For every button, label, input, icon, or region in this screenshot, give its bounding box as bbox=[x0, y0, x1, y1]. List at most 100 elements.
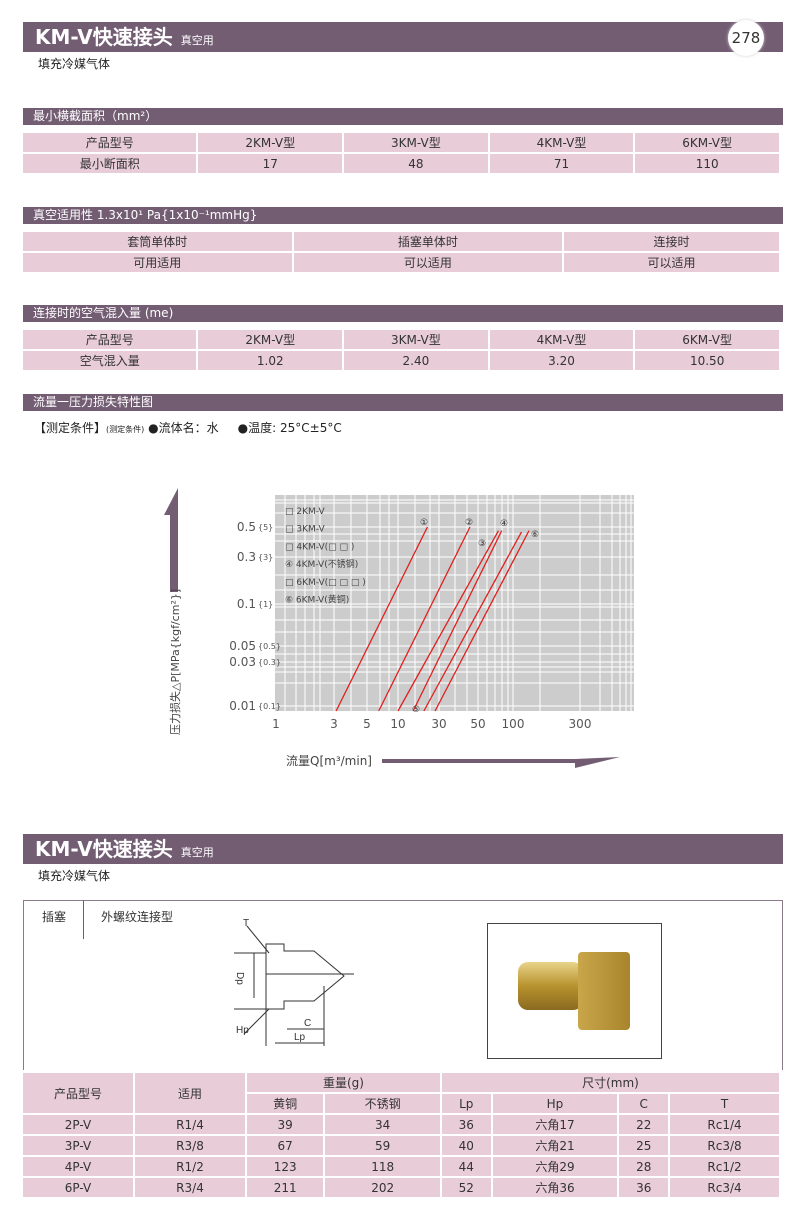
table-cell: 4KM-V型 bbox=[489, 133, 634, 152]
legend-item: □ 6KM-V(□ □ □ ) bbox=[285, 578, 366, 588]
table-cell: 202 bbox=[325, 1178, 440, 1197]
cond-label: 【测定条件】 bbox=[34, 421, 107, 435]
table-cell: 52 bbox=[441, 1178, 491, 1197]
table-cell: 67 bbox=[247, 1136, 324, 1155]
fluid: ●流体名：水 bbox=[148, 421, 219, 435]
x-axis-label: 流量Q[m³/min] bbox=[286, 754, 372, 768]
table-cell: 不锈钢 bbox=[325, 1094, 440, 1113]
table-cell: 59 bbox=[325, 1136, 440, 1155]
table-cell: 套筒单体时 bbox=[23, 232, 292, 251]
y-tick-alt-label: {3} bbox=[258, 553, 273, 562]
subtitle: 填充冷媒气体 bbox=[38, 57, 111, 71]
x-axis-arrow bbox=[382, 757, 620, 768]
section-title-area: 最小横截面积（mm²） bbox=[23, 108, 783, 125]
x-tick-label: 5 bbox=[363, 717, 371, 731]
y-tick-label: 0.03 bbox=[229, 655, 256, 669]
page-number: 278 bbox=[728, 20, 764, 56]
table-cell: C bbox=[619, 1094, 669, 1113]
table-cell: 25 bbox=[619, 1136, 669, 1155]
table-cell: 48 bbox=[344, 154, 488, 173]
x-tick-label: 30 bbox=[431, 717, 446, 731]
y-tick-alt-label: {5} bbox=[258, 523, 273, 532]
series-marker: ① bbox=[420, 518, 428, 528]
table-cell: 2P-V bbox=[23, 1115, 133, 1134]
product-box: 插塞 外螺纹连接型 T Dp Hp C Lp bbox=[23, 900, 783, 1070]
table-cell: 空气混入量 bbox=[23, 351, 197, 370]
table-cell: 重量(g) bbox=[247, 1073, 440, 1092]
table-cell: 可以适用 bbox=[293, 253, 563, 272]
table-cell: 1.02 bbox=[198, 351, 343, 370]
table-cell: 六角36 bbox=[492, 1178, 618, 1197]
series-line bbox=[335, 526, 429, 712]
y-tick-alt-label: {0.5} bbox=[258, 642, 281, 651]
connection-type: 外螺纹连接型 bbox=[101, 910, 174, 924]
table-cell: 6KM-V型 bbox=[635, 133, 779, 152]
table-cell: 尺寸(mm) bbox=[441, 1073, 779, 1092]
table-cell: 适用 bbox=[135, 1073, 245, 1113]
table-row: 6P-V R3/4 211 202 52 六角36 36 Rc3/4 bbox=[23, 1178, 779, 1197]
spec-table: 产品型号 适用 重量(g) 尺寸(mm) 黄铜 不锈钢 Lp Hp C T 2P-V R1/4 39 34… bbox=[21, 1071, 781, 1199]
y-tick-alt-label: {0.1} bbox=[258, 702, 281, 711]
dim-Dp: Dp bbox=[234, 972, 245, 985]
series-line bbox=[378, 526, 471, 712]
page-header: KM-V快速接头 真空用 bbox=[23, 22, 783, 52]
table-row: 2P-V R1/4 39 34 36 六角17 22 Rc1/4 bbox=[23, 1115, 779, 1134]
table-cell: R3/4 bbox=[135, 1178, 245, 1197]
table-cell: 黄铜 bbox=[247, 1094, 324, 1113]
y-axis-arrow bbox=[164, 488, 178, 592]
table-cell: R1/2 bbox=[135, 1157, 245, 1176]
x-tick-label: 300 bbox=[569, 717, 592, 731]
table-cell: 插塞单体时 bbox=[293, 232, 563, 251]
series-marker: ③ bbox=[478, 539, 486, 549]
y-tick-alt-label: {1} bbox=[258, 600, 273, 609]
table-cell: 最小断面积 bbox=[23, 154, 197, 173]
table-cell: 39 bbox=[247, 1115, 324, 1134]
table-cell: Rc1/2 bbox=[670, 1157, 779, 1176]
table-cell: 六角17 bbox=[492, 1115, 618, 1134]
series-line bbox=[397, 530, 500, 712]
table-cell: 110 bbox=[635, 154, 779, 173]
page-header-2: KM-V快速接头 真空用 bbox=[23, 834, 783, 864]
table-cell: 可用适用 bbox=[23, 253, 292, 272]
measurement-conditions: 【测定条件】(测定条件) ●流体名：水 ●温度: 25°C±5°C bbox=[34, 419, 342, 436]
series-marker: ② bbox=[465, 518, 473, 528]
x-tick-label: 50 bbox=[470, 717, 485, 731]
table-cell: 可以适用 bbox=[564, 253, 779, 272]
table-cell: 2KM-V型 bbox=[198, 133, 343, 152]
table-cell: 36 bbox=[619, 1178, 669, 1197]
y-tick-alt-label: {0.3} bbox=[258, 658, 281, 667]
table-cell: 3KM-V型 bbox=[344, 133, 488, 152]
section-title-air: 连接时的空气混入量 (me) bbox=[23, 305, 783, 322]
air-table: 产品型号 2KM-V型 3KM-V型 4KM-V型 6KM-V型 空气混入量 1.02 2.4… bbox=[21, 328, 781, 372]
legend-item: □ 4KM-V(□ □ ) bbox=[285, 542, 354, 552]
legend-item: □ 2KM-V bbox=[285, 507, 325, 517]
product-photo bbox=[487, 923, 662, 1059]
table-cell: Rc3/4 bbox=[670, 1178, 779, 1197]
table-cell: 28 bbox=[619, 1157, 669, 1176]
table-cell: 3P-V bbox=[23, 1136, 133, 1155]
table-cell: 产品型号 bbox=[23, 1073, 133, 1113]
series-marker: ⑤ bbox=[412, 705, 420, 715]
title-suffix-2: 真空用 bbox=[180, 846, 214, 859]
title-suffix: 真空用 bbox=[180, 34, 214, 47]
table-cell: Rc1/4 bbox=[670, 1115, 779, 1134]
table-cell: 17 bbox=[198, 154, 343, 173]
table-cell: Hp bbox=[492, 1094, 618, 1113]
x-tick-label: 1 bbox=[272, 717, 280, 731]
area-table: 产品型号 2KM-V型 3KM-V型 4KM-V型 6KM-V型 最小断面积 17 48 71 1… bbox=[21, 131, 781, 175]
x-tick-label: 3 bbox=[330, 717, 338, 731]
table-cell: 2.40 bbox=[344, 351, 488, 370]
table-cell: 六角21 bbox=[492, 1136, 618, 1155]
table-cell: 6KM-V型 bbox=[635, 330, 779, 349]
page-title: KM-V快速接头 bbox=[35, 25, 173, 49]
table-cell: 4P-V bbox=[23, 1157, 133, 1176]
y-axis-label: 压力损失△P[MPa{kgf/cm²}] bbox=[168, 589, 182, 735]
table-cell: 4KM-V型 bbox=[489, 330, 634, 349]
table-cell: 10.50 bbox=[635, 351, 779, 370]
series-marker: ⑥ bbox=[531, 530, 539, 540]
section-title-vacuum: 真空适用性 1.3x10¹ Pa{1x10⁻¹mmHg} bbox=[23, 207, 783, 224]
y-tick-label: 0.01 bbox=[229, 699, 256, 713]
dim-T: T bbox=[243, 918, 249, 929]
table-cell: 36 bbox=[441, 1115, 491, 1134]
